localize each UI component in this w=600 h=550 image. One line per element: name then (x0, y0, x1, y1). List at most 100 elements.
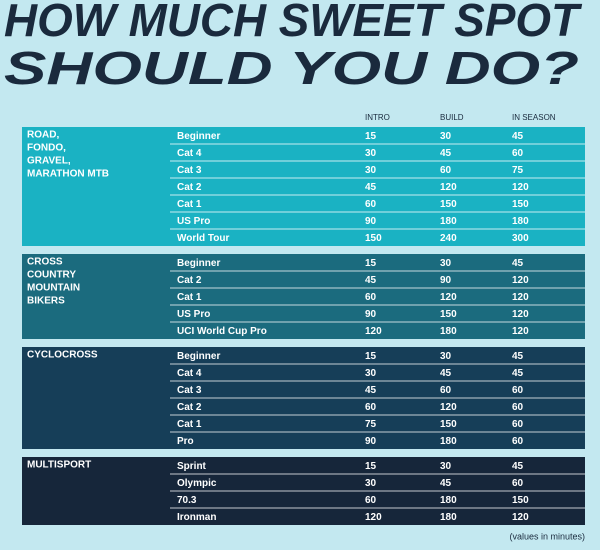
row-label: UCI World Cup Pro (177, 326, 267, 337)
cell-value: 180 (440, 326, 457, 337)
row-label: Ironman (177, 512, 216, 523)
row-label: Cat 3 (177, 165, 202, 176)
cell-value: 90 (365, 309, 377, 320)
cell-value: 15 (365, 258, 377, 269)
cell-value: 45 (512, 131, 524, 142)
cell-value: 60 (440, 385, 452, 396)
cell-value: 15 (365, 351, 377, 362)
cell-value: 60 (512, 402, 524, 413)
cell-value: 120 (512, 292, 529, 303)
row-label: Sprint (177, 461, 207, 472)
cell-value: 60 (512, 385, 524, 396)
cell-value: 75 (512, 165, 524, 176)
row-label: Cat 3 (177, 385, 202, 396)
cell-value: 180 (440, 216, 457, 227)
cell-value: 30 (440, 461, 452, 472)
section-label: GRAVEL, (27, 156, 71, 167)
cell-value: 45 (512, 368, 524, 379)
cell-value: 120 (512, 512, 529, 523)
cell-value: 150 (440, 309, 457, 320)
cell-value: 120 (512, 309, 529, 320)
row-label: Beginner (177, 131, 220, 142)
cell-value: 150 (512, 199, 529, 210)
cell-value: 30 (365, 165, 377, 176)
cell-value: 300 (512, 233, 529, 244)
cell-value: 150 (365, 233, 382, 244)
row-label: Beginner (177, 258, 220, 269)
cell-value: 60 (512, 436, 524, 447)
cell-value: 180 (440, 495, 457, 506)
cell-value: 120 (512, 275, 529, 286)
cell-value: 30 (365, 478, 377, 489)
cell-value: 90 (440, 275, 452, 286)
row-label: US Pro (177, 216, 210, 227)
row-label: Cat 2 (177, 275, 202, 286)
cell-value: 45 (365, 182, 377, 193)
section-label: MULTISPORT (27, 460, 91, 471)
cell-value: 15 (365, 131, 377, 142)
cell-value: 120 (512, 326, 529, 337)
column-header: BUILD (440, 113, 464, 122)
cell-value: 30 (440, 258, 452, 269)
row-label: Cat 1 (177, 199, 202, 210)
cell-value: 240 (440, 233, 457, 244)
cell-value: 120 (440, 292, 457, 303)
column-header: IN SEASON (512, 113, 556, 122)
cell-value: 120 (440, 182, 457, 193)
title: SHOULD YOU DO? (4, 42, 579, 94)
section-label: BIKERS (27, 296, 65, 307)
cell-value: 180 (512, 216, 529, 227)
cell-value: 60 (365, 402, 377, 413)
column-header: INTRO (365, 113, 390, 122)
cell-value: 45 (512, 258, 524, 269)
cell-value: 120 (512, 182, 529, 193)
section-label: FONDO, (27, 143, 66, 154)
section-label: CROSS (27, 257, 63, 268)
row-label: Cat 1 (177, 419, 202, 430)
section-label: ROAD, (27, 130, 59, 141)
row-label: Pro (177, 436, 194, 447)
cell-value: 90 (365, 216, 377, 227)
cell-value: 180 (440, 512, 457, 523)
row-label: Cat 2 (177, 182, 202, 193)
cell-value: 150 (440, 419, 457, 430)
cell-value: 45 (440, 478, 452, 489)
cell-value: 30 (440, 131, 452, 142)
section-label: CYCLOCROSS (27, 350, 98, 361)
row-label: Beginner (177, 351, 220, 362)
cell-value: 180 (440, 436, 457, 447)
cell-value: 45 (512, 461, 524, 472)
cell-value: 30 (365, 368, 377, 379)
cell-value: 60 (365, 495, 377, 506)
section-label: MOUNTAIN (27, 283, 80, 294)
row-label: Olympic (177, 478, 217, 489)
row-label: World Tour (177, 233, 230, 244)
cell-value: 45 (365, 275, 377, 286)
cell-value: 75 (365, 419, 377, 430)
cell-value: 120 (365, 326, 382, 337)
row-label: US Pro (177, 309, 210, 320)
cell-value: 60 (365, 292, 377, 303)
cell-value: 45 (512, 351, 524, 362)
row-label: Cat 4 (177, 148, 202, 159)
cell-value: 45 (440, 368, 452, 379)
cell-value: 120 (365, 512, 382, 523)
cell-value: 90 (365, 436, 377, 447)
cell-value: 30 (440, 351, 452, 362)
cell-value: 60 (512, 478, 524, 489)
cell-value: 60 (365, 199, 377, 210)
row-label: Cat 2 (177, 402, 202, 413)
cell-value: 15 (365, 461, 377, 472)
row-label: Cat 4 (177, 368, 202, 379)
section-label: MARATHON MTB (27, 169, 109, 180)
section-box (22, 254, 585, 339)
cell-value: 45 (365, 385, 377, 396)
title: HOW MUCH SWEET SPOT (4, 0, 583, 46)
section-box (22, 127, 585, 246)
cell-value: 45 (440, 148, 452, 159)
cell-value: 150 (512, 495, 529, 506)
cell-value: 150 (440, 199, 457, 210)
row-label: Cat 1 (177, 292, 202, 303)
footnote: (values in minutes) (509, 531, 585, 541)
